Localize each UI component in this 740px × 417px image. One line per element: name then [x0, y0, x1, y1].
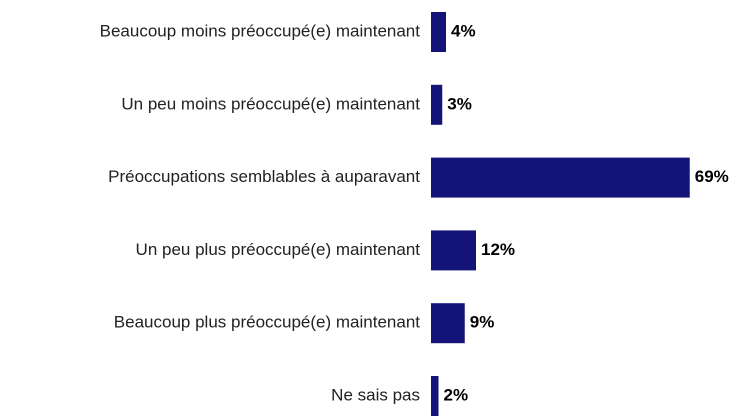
bar [431, 376, 439, 416]
category-label: Préoccupations semblables à auparavant [108, 167, 420, 186]
bar [431, 303, 465, 344]
value-label: 4% [451, 21, 476, 40]
value-label: 12% [481, 240, 515, 259]
category-label: Un peu plus préoccupé(e) maintenant [136, 240, 421, 259]
value-label: 2% [444, 385, 469, 404]
category-label: Un peu moins préoccupé(e) maintenant [121, 94, 420, 113]
value-label: 3% [447, 94, 472, 113]
category-label: Beaucoup plus préoccupé(e) maintenant [114, 313, 420, 332]
bar [431, 84, 443, 125]
value-label: 69% [695, 167, 729, 186]
bar [431, 230, 476, 271]
category-label: Ne sais pas [331, 385, 420, 404]
value-label: 9% [470, 313, 495, 332]
bar [431, 157, 690, 198]
category-label: Beaucoup moins préoccupé(e) maintenant [100, 21, 421, 40]
bar [431, 12, 446, 52]
